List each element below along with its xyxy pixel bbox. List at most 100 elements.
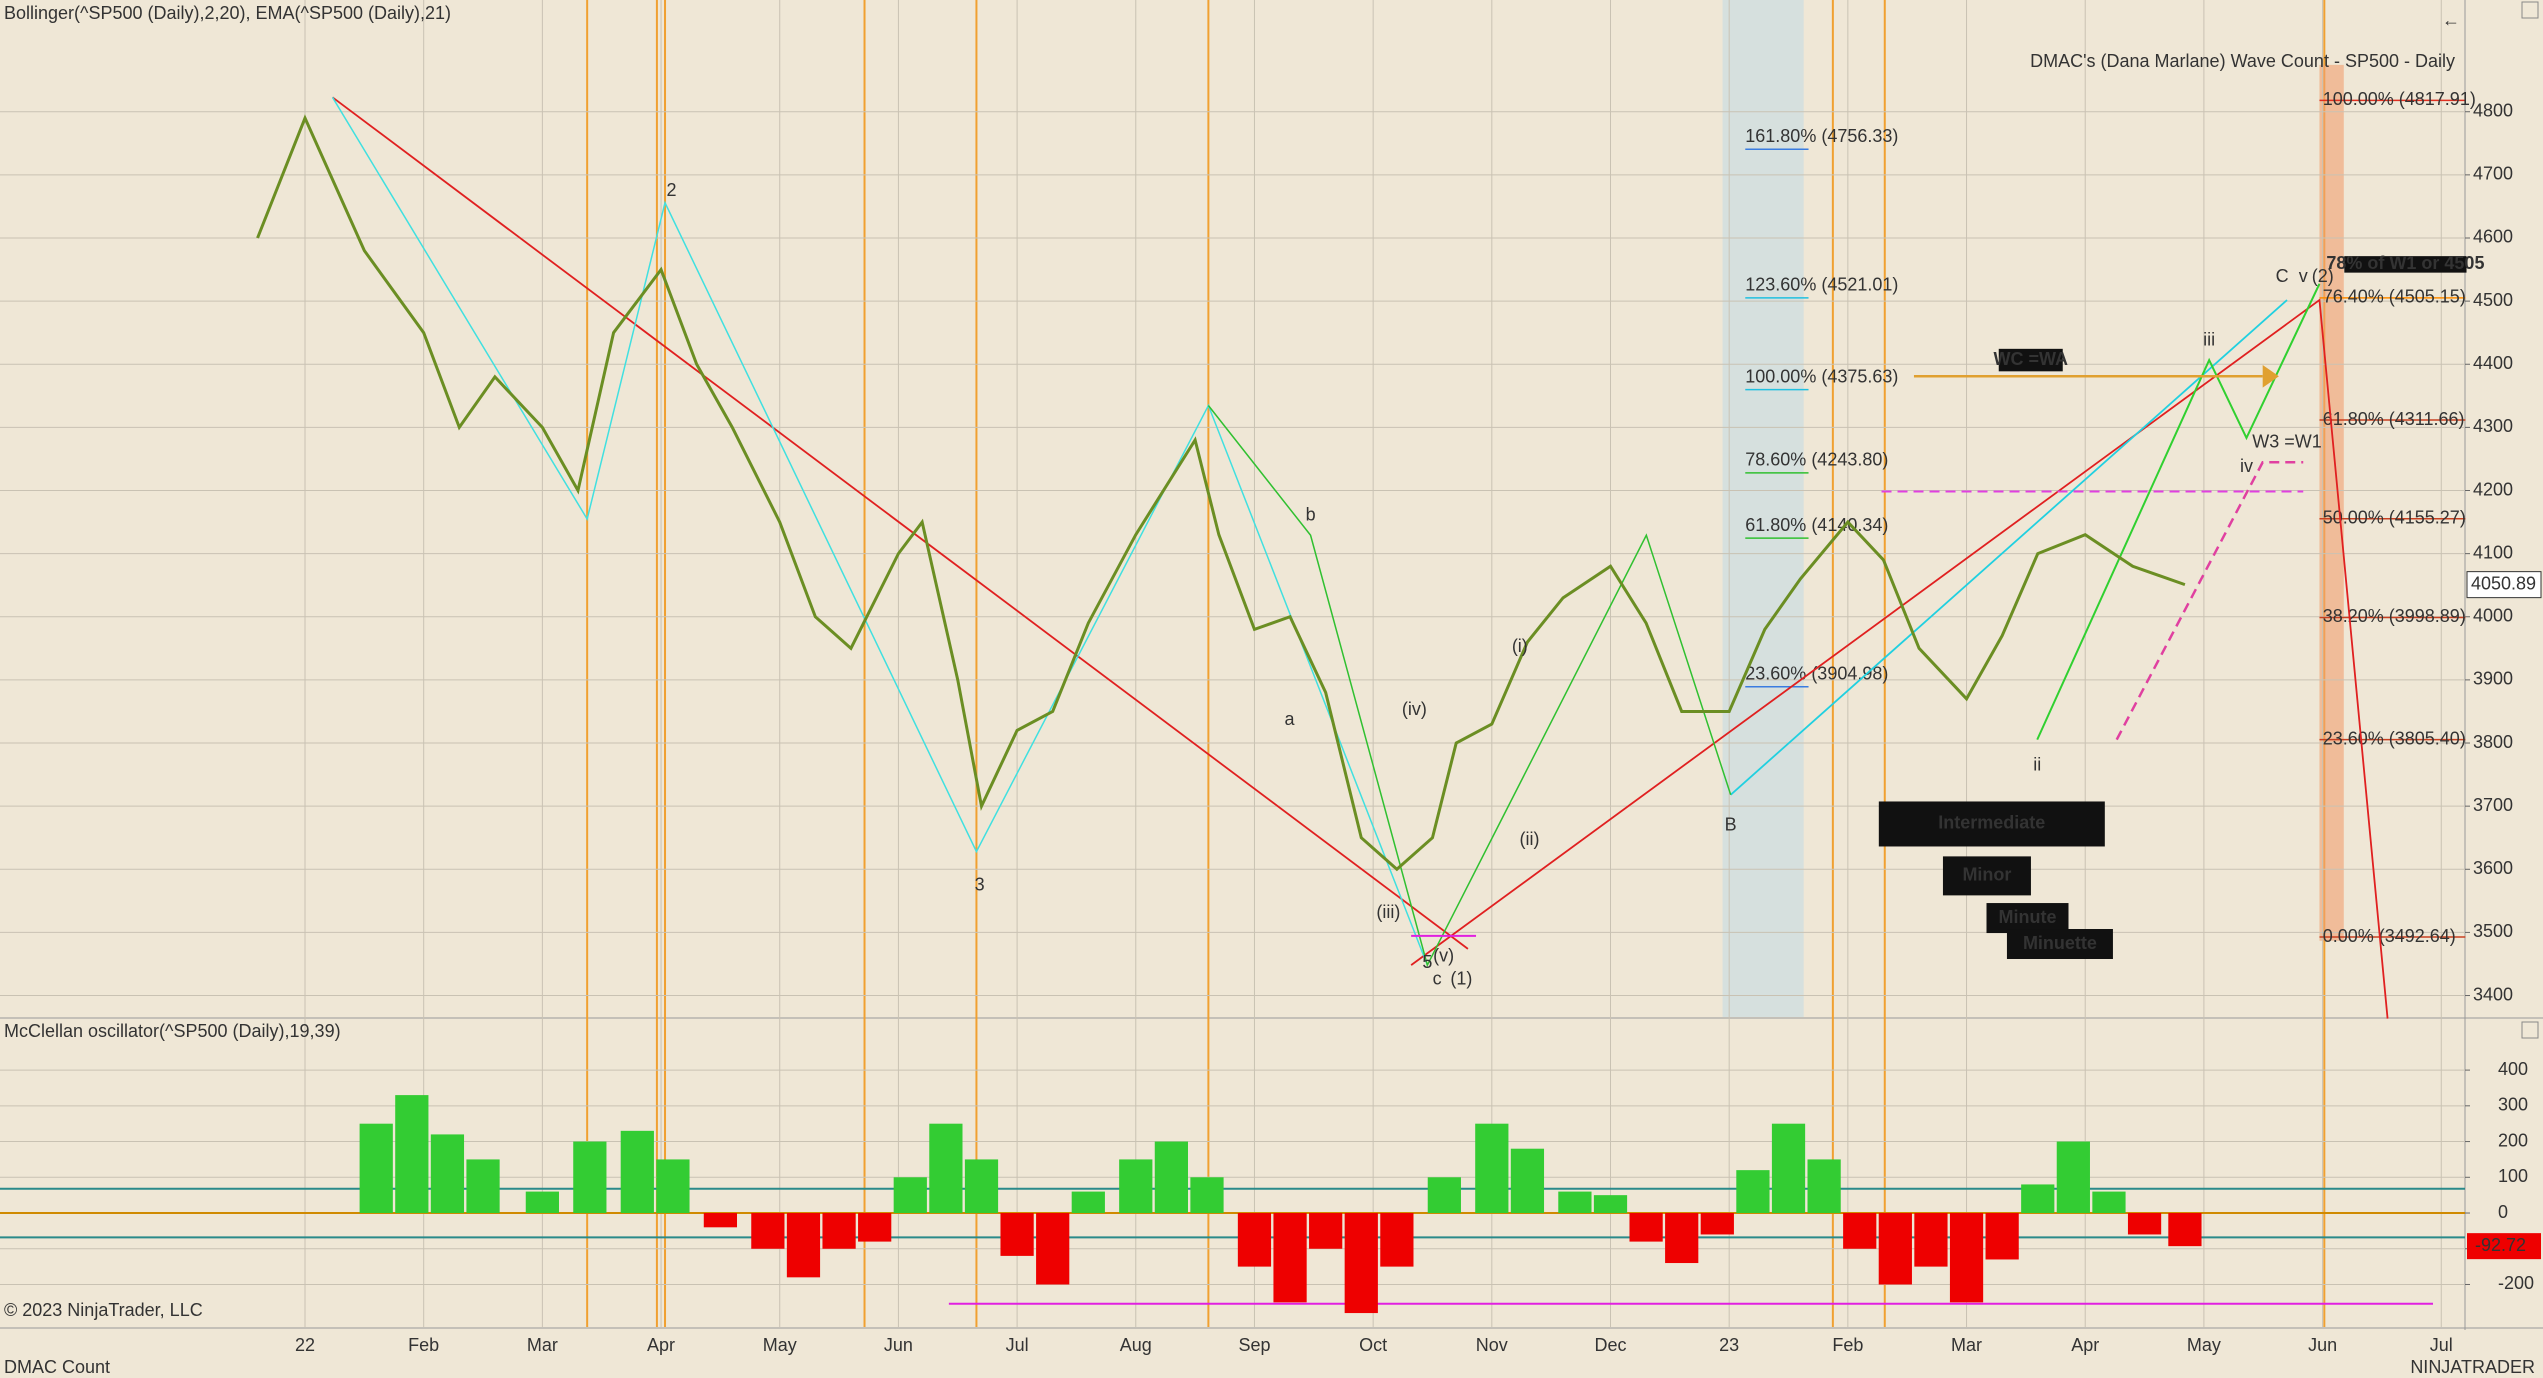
wave-line [1207, 405, 1732, 968]
last-price-box [2466, 571, 2542, 599]
fib-label: 123.60% (4521.01) [1745, 275, 1898, 295]
oscillator-bar [1427, 1177, 1461, 1214]
wave-label: c [1433, 968, 1442, 988]
panel-button[interactable] [2521, 1, 2539, 19]
y-tick-label: 4300 [2473, 416, 2513, 436]
target-band [2319, 64, 2344, 941]
y-tick-label: 3800 [2473, 732, 2513, 752]
annotation-box [2344, 256, 2467, 273]
wave-label: (v) [1433, 946, 1454, 966]
x-tick-label: Mar [1951, 1335, 1982, 1355]
x-tick-label: Apr [2071, 1335, 2099, 1355]
wave-label: Minute [1999, 907, 2057, 927]
oscillator-bar [620, 1130, 654, 1214]
oscillator-bar [359, 1123, 393, 1214]
y-tick-label: 4500 [2473, 290, 2513, 310]
fib-label: 100.00% (4375.63) [1745, 366, 1898, 386]
oscillator-bar [1475, 1123, 1509, 1214]
annotation-box [1942, 856, 2031, 896]
y-tick-label: 100 [2498, 1166, 2528, 1186]
y-tick-label: -200 [2498, 1273, 2534, 1293]
y-tick-label: 4600 [2473, 227, 2513, 247]
oscillator-bar [1071, 1191, 1105, 1214]
oscillator-bar [525, 1191, 559, 1214]
oscillator-bar [703, 1213, 738, 1228]
indicator-label: Bollinger(^SP500 (Daily),2,20), EMA(^SP5… [4, 3, 451, 23]
footer-label: DMAC Count [4, 1357, 110, 1377]
fib-label: 50.00% (4155.27) [2323, 507, 2466, 527]
x-tick-label: Aug [1120, 1335, 1152, 1355]
oscillator-bar [1154, 1141, 1188, 1214]
panel-button[interactable] [2521, 1021, 2539, 1039]
x-tick-label: Dec [1594, 1335, 1626, 1355]
x-tick-label: Mar [527, 1335, 558, 1355]
x-tick-label: May [763, 1335, 797, 1355]
wave-label: C [2276, 266, 2289, 286]
oscillator-bar [1309, 1213, 1343, 1249]
oscillator-bar [1119, 1159, 1153, 1214]
y-tick-label: 3400 [2473, 984, 2513, 1004]
fib-label: 38.20% (3998.89) [2323, 606, 2466, 626]
oscillator-bar [1344, 1213, 1378, 1314]
annotation-box [2006, 929, 2113, 960]
x-tick-label: Apr [647, 1335, 675, 1355]
oscillator-bar [2127, 1213, 2162, 1235]
oscillator-bar [1914, 1213, 1948, 1267]
oscillator-bar [573, 1141, 607, 1214]
wave-label: ii [2033, 754, 2041, 774]
fib-label: 23.60% (3904.98) [1745, 664, 1888, 684]
y-tick-label: 3500 [2473, 921, 2513, 941]
x-tick-label: Jun [2308, 1335, 2337, 1355]
wave-label: b [1306, 505, 1316, 525]
oscillator-bar [2056, 1141, 2090, 1214]
last-value-box [2467, 1233, 2541, 1260]
wave-label: Minor [1962, 865, 2011, 885]
annotation-box [1998, 348, 2063, 372]
fib-label: 161.80% (4756.33) [1745, 126, 1898, 146]
oscillator-bar [1629, 1213, 1663, 1242]
y-tick-label: 4700 [2473, 164, 2513, 184]
channel-line [331, 96, 1429, 966]
y-tick-label: 4100 [2473, 542, 2513, 562]
oscillator-bar [1558, 1191, 1592, 1214]
oscillator-bar [1736, 1170, 1770, 1214]
trend-line [331, 96, 1469, 950]
y-tick-label: 4200 [2473, 479, 2513, 499]
oscillator-bar [466, 1159, 500, 1214]
annotation-box [1986, 903, 2069, 934]
wave-label: (ii) [1520, 829, 1540, 849]
time-band [1722, 0, 1804, 1017]
oscillator-bar [395, 1095, 429, 1214]
logo: NINJATRADER [2410, 1357, 2535, 1377]
x-tick-label: Oct [1359, 1335, 1387, 1355]
wave-label: 5 [1422, 952, 1432, 972]
oscillator-bar [1237, 1213, 1272, 1267]
wave-label: (iii) [1376, 902, 1400, 922]
channel-line [1730, 299, 2288, 796]
fib-label: 61.80% (4311.66) [2323, 409, 2465, 429]
fib-label: 76.40% (4505.15) [2323, 287, 2466, 307]
y-tick-label: 0 [2498, 1202, 2508, 1222]
chart-title: DMAC's (Dana Marlane) Wave Count - SP500… [2030, 51, 2455, 71]
oscillator-bar [2021, 1184, 2055, 1214]
x-tick-label: Jul [2430, 1335, 2453, 1355]
oscillator-bar [751, 1213, 785, 1249]
back-button[interactable]: ← [2442, 10, 2460, 30]
oscillator-bar [786, 1213, 821, 1278]
fib-label: 100.00% (4817.91) [2323, 89, 2476, 109]
y-tick-label: 3600 [2473, 858, 2513, 878]
oscillator-bar [1380, 1213, 1414, 1267]
x-tick-label: 22 [295, 1335, 315, 1355]
y-tick-label: 3900 [2473, 669, 2513, 689]
price-line [256, 114, 2186, 872]
wave-label: (1) [1450, 968, 1472, 988]
x-tick-label: Feb [1832, 1335, 1863, 1355]
oscillator-bar [1985, 1213, 2019, 1260]
x-tick-label: Sep [1238, 1335, 1270, 1355]
y-tick-label: 3700 [2473, 795, 2513, 815]
fib-label: 0.00% (3492.64) [2323, 926, 2456, 946]
wave-label: W3 =W1 [2252, 432, 2322, 452]
wave-label: Minuette [2023, 933, 2097, 953]
wave-label: 78% of W1 or 4505 [2326, 253, 2484, 273]
